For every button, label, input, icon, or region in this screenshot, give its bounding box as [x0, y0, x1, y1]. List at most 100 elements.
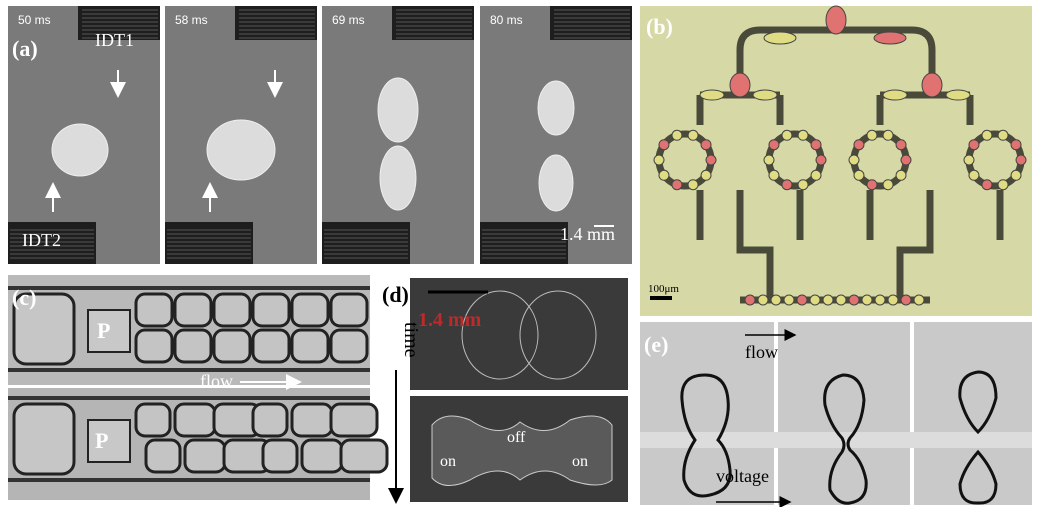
- idt1-label: IDT1: [95, 30, 134, 50]
- cell: [136, 330, 172, 362]
- droplet: [836, 295, 846, 305]
- droplet: [432, 416, 612, 486]
- panel-label: (b): [646, 14, 673, 39]
- panel-b: 100μm (b): [640, 6, 1032, 316]
- droplet: [659, 140, 669, 150]
- cell: [331, 294, 367, 326]
- droplet: [883, 180, 893, 190]
- cell: [292, 404, 332, 436]
- droplet: [539, 155, 573, 211]
- droplet: [946, 90, 970, 100]
- droplet: [896, 170, 906, 180]
- droplet: [380, 146, 416, 210]
- droplet: [998, 130, 1008, 140]
- droplet: [701, 170, 711, 180]
- droplet: [901, 295, 911, 305]
- cell: [292, 330, 328, 362]
- droplet: [745, 295, 755, 305]
- droplet: [659, 170, 669, 180]
- time-label: time: [400, 322, 422, 358]
- droplet: [982, 180, 992, 190]
- droplet: [654, 155, 664, 165]
- scale-label: 100μm: [648, 283, 679, 295]
- cell: [175, 294, 211, 326]
- cell: [263, 440, 297, 472]
- cell: [253, 404, 287, 436]
- cell: [214, 330, 250, 362]
- droplet: [688, 180, 698, 190]
- cell: [136, 404, 170, 436]
- droplet: [849, 155, 859, 165]
- panel-label: (a): [12, 36, 38, 61]
- droplet: [816, 155, 826, 165]
- droplet: [969, 140, 979, 150]
- cell: [253, 330, 289, 362]
- droplet: [867, 180, 877, 190]
- panel-d: (d) 1.4 mm time off on on: [382, 278, 628, 502]
- droplet: [854, 170, 864, 180]
- droplet: [672, 130, 682, 140]
- cell: [185, 440, 225, 472]
- time-label: 80 ms: [490, 13, 523, 27]
- voltage-label: voltage: [716, 466, 769, 486]
- on-label: on: [572, 453, 588, 470]
- droplet: [753, 90, 777, 100]
- droplet: [888, 295, 898, 305]
- panel-label: (e): [644, 332, 668, 357]
- cell: [214, 294, 250, 326]
- droplet: [964, 155, 974, 165]
- flow-label: flow: [745, 342, 778, 362]
- micrograph: [778, 322, 910, 505]
- droplet: [538, 81, 574, 135]
- panel-c: (c) P P flow: [8, 275, 387, 500]
- time-label: 69 ms: [332, 13, 365, 27]
- droplet: [1011, 140, 1021, 150]
- droplet: [811, 140, 821, 150]
- channel-wall: [8, 396, 370, 400]
- droplet: [706, 155, 716, 165]
- droplet: [883, 90, 907, 100]
- droplet: [769, 140, 779, 150]
- droplet: [758, 295, 768, 305]
- transducer: [550, 6, 632, 40]
- droplet: [769, 170, 779, 180]
- droplet: [771, 295, 781, 305]
- electrode: [640, 432, 1032, 448]
- droplet: [1016, 155, 1026, 165]
- droplet: [883, 130, 893, 140]
- cell: [331, 404, 377, 436]
- droplet: [826, 6, 846, 34]
- droplet: [52, 124, 108, 176]
- droplet: [874, 32, 906, 44]
- scale-label: 1.4 mm: [418, 309, 482, 331]
- cell: [136, 294, 172, 326]
- cell: [292, 294, 328, 326]
- micrograph: [914, 322, 1032, 505]
- off-label: off: [507, 429, 526, 446]
- droplet: [862, 295, 872, 305]
- droplet: [849, 295, 859, 305]
- panel-label: (c): [12, 285, 36, 310]
- droplet: [797, 295, 807, 305]
- on-label: on: [440, 453, 456, 470]
- droplet: [701, 140, 711, 150]
- droplet: [672, 180, 682, 190]
- cell: [146, 440, 180, 472]
- channel-wall: [8, 286, 370, 290]
- p-label: P: [97, 318, 110, 343]
- droplet: [798, 180, 808, 190]
- time-label: 50 ms: [18, 13, 51, 27]
- droplet: [823, 295, 833, 305]
- cell: [331, 330, 367, 362]
- channel-wall: [8, 478, 370, 482]
- droplet: [207, 120, 275, 180]
- cell: [302, 440, 342, 472]
- droplet: [998, 180, 1008, 190]
- cell: [175, 330, 211, 362]
- droplet: [764, 155, 774, 165]
- droplet: [700, 90, 724, 100]
- droplet: [782, 130, 792, 140]
- droplet: [1011, 170, 1021, 180]
- p-label: P: [95, 428, 108, 453]
